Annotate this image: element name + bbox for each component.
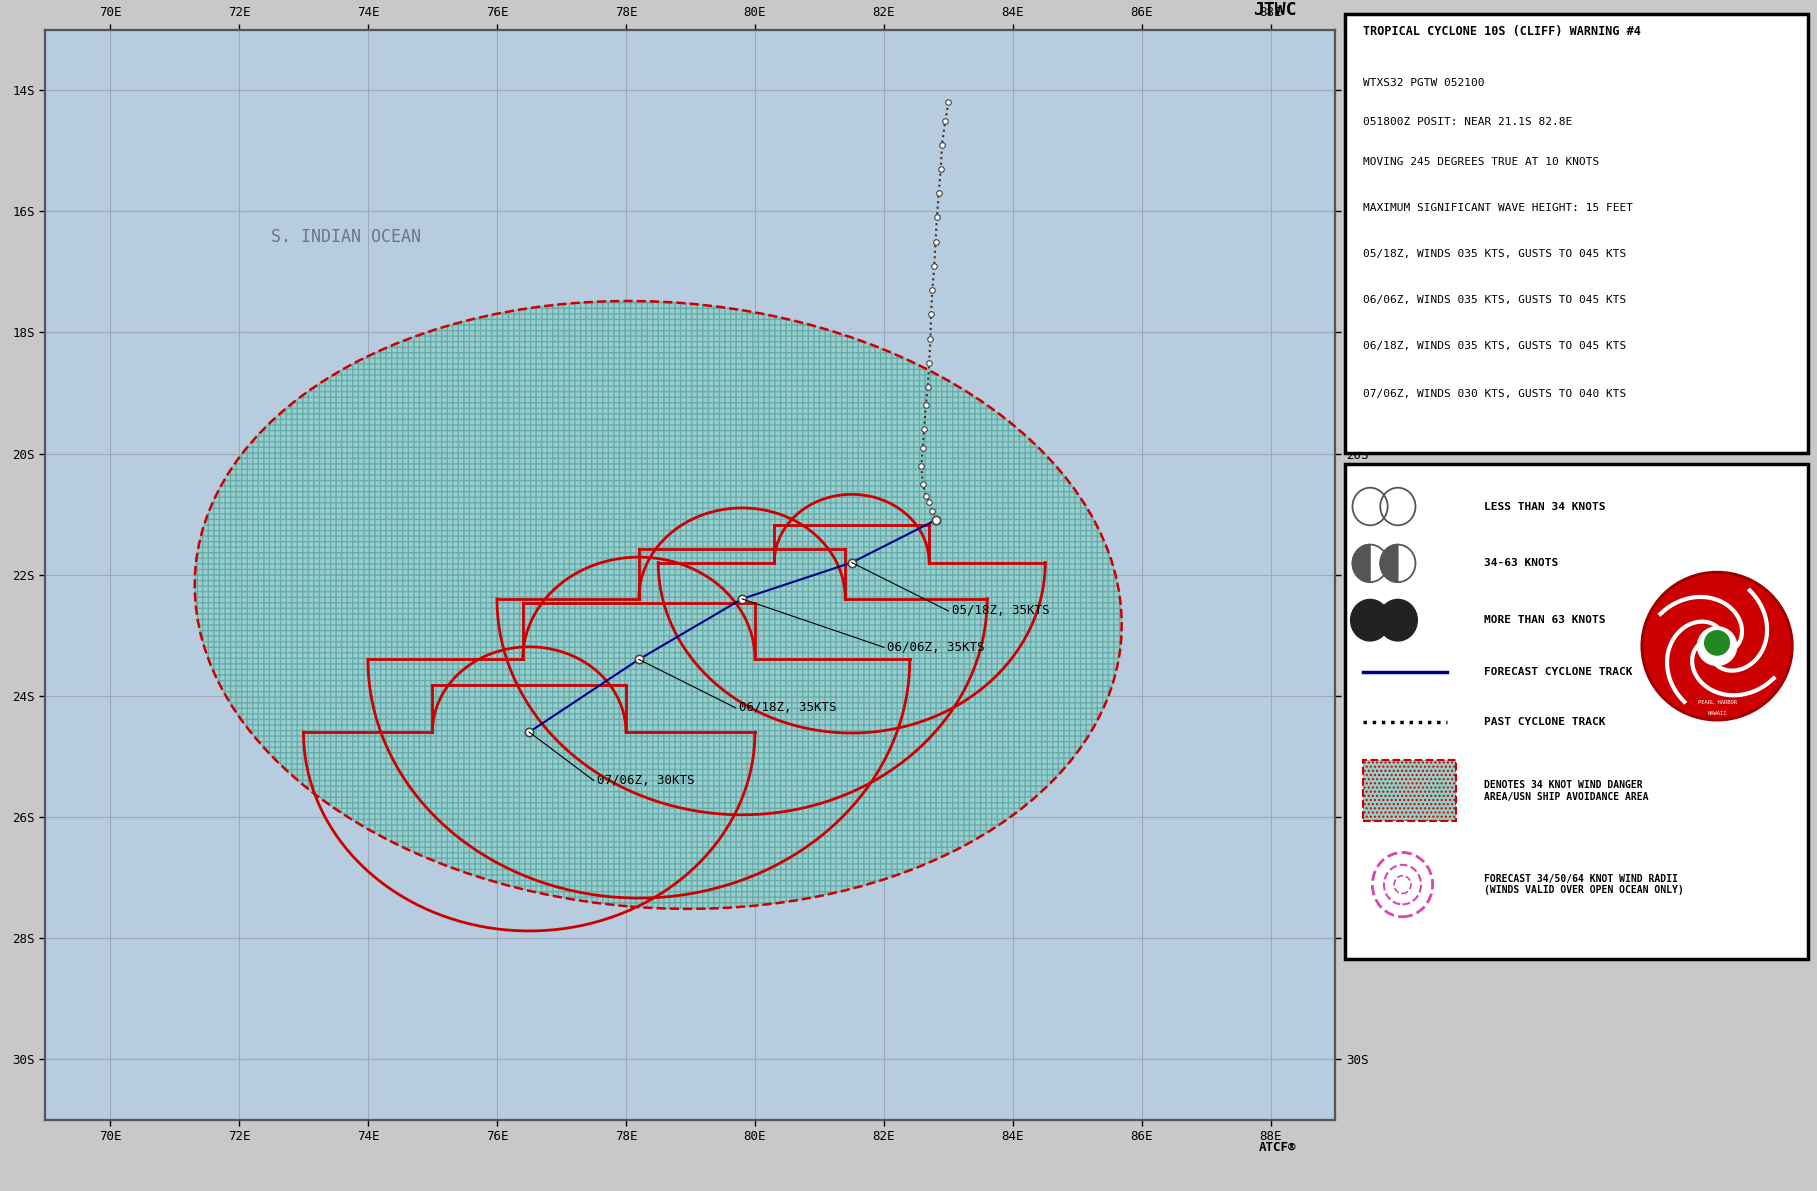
Bar [1363, 760, 1455, 822]
Text: 06/06Z, 35KTS: 06/06Z, 35KTS [887, 641, 985, 654]
Text: WTXS32 PGTW 052100: WTXS32 PGTW 052100 [1363, 77, 1484, 88]
Text: 06/06Z, WINDS 035 KTS, GUSTS TO 045 KTS: 06/06Z, WINDS 035 KTS, GUSTS TO 045 KTS [1363, 295, 1626, 305]
Text: HAWAII: HAWAII [1708, 711, 1726, 716]
Text: FORECAST 34/50/64 KNOT WIND RADII
(WINDS VALID OVER OPEN OCEAN ONLY): FORECAST 34/50/64 KNOT WIND RADII (WINDS… [1484, 874, 1683, 896]
Text: 05/18Z, 35KTS: 05/18Z, 35KTS [952, 605, 1048, 617]
Text: 06/18Z, WINDS 035 KTS, GUSTS TO 045 KTS: 06/18Z, WINDS 035 KTS, GUSTS TO 045 KTS [1363, 341, 1626, 351]
Text: 051800Z POSIT: NEAR 21.1S 82.8E: 051800Z POSIT: NEAR 21.1S 82.8E [1363, 117, 1572, 127]
Text: MAXIMUM SIGNIFICANT WAVE HEIGHT: 15 FEET: MAXIMUM SIGNIFICANT WAVE HEIGHT: 15 FEET [1363, 202, 1633, 213]
FancyBboxPatch shape [1345, 464, 1808, 959]
Text: FORECAST CYCLONE TRACK: FORECAST CYCLONE TRACK [1484, 667, 1632, 676]
Text: LESS THAN 34 KNOTS: LESS THAN 34 KNOTS [1484, 501, 1604, 511]
Text: 05/18Z, WINDS 035 KTS, GUSTS TO 045 KTS: 05/18Z, WINDS 035 KTS, GUSTS TO 045 KTS [1363, 249, 1626, 258]
Text: 34-63 KNOTS: 34-63 KNOTS [1484, 559, 1557, 568]
Text: 06/18Z, 35KTS: 06/18Z, 35KTS [740, 701, 836, 715]
FancyBboxPatch shape [1345, 14, 1808, 453]
Polygon shape [1381, 544, 1397, 582]
Text: S. INDIAN OCEAN: S. INDIAN OCEAN [271, 227, 422, 245]
Text: PAST CYCLONE TRACK: PAST CYCLONE TRACK [1484, 717, 1604, 727]
Ellipse shape [194, 301, 1121, 909]
Text: JTWC: JTWC [1254, 1, 1297, 19]
Circle shape [1350, 599, 1390, 641]
Text: DENOTES 34 KNOT WIND DANGER
AREA/USN SHIP AVOIDANCE AREA: DENOTES 34 KNOT WIND DANGER AREA/USN SHI… [1484, 780, 1648, 802]
Circle shape [1643, 572, 1792, 721]
Text: ATCF®: ATCF® [1259, 1141, 1297, 1154]
Text: MOVING 245 DEGREES TRUE AT 10 KNOTS: MOVING 245 DEGREES TRUE AT 10 KNOTS [1363, 157, 1599, 167]
Polygon shape [1352, 544, 1370, 582]
Text: PEARL HARBOR: PEARL HARBOR [1697, 700, 1737, 705]
Text: 07/06Z, WINDS 030 KTS, GUSTS TO 040 KTS: 07/06Z, WINDS 030 KTS, GUSTS TO 040 KTS [1363, 389, 1626, 399]
Text: 07/06Z, 30KTS: 07/06Z, 30KTS [598, 774, 694, 787]
Circle shape [1704, 630, 1730, 656]
Circle shape [1697, 626, 1737, 666]
Circle shape [1379, 599, 1417, 641]
Text: MORE THAN 63 KNOTS: MORE THAN 63 KNOTS [1484, 616, 1604, 625]
Text: TROPICAL CYCLONE 10S (CLIFF) WARNING #4: TROPICAL CYCLONE 10S (CLIFF) WARNING #4 [1363, 25, 1641, 38]
